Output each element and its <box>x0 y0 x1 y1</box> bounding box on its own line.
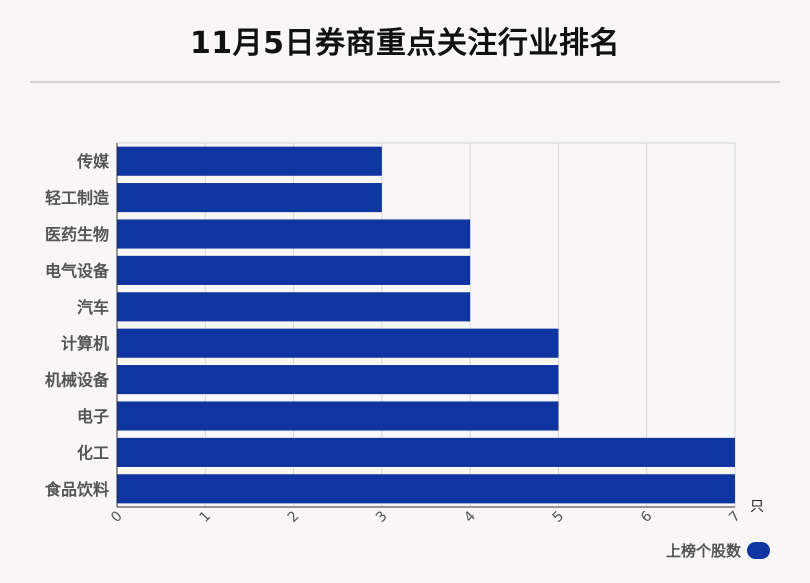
bar-7 <box>117 365 559 395</box>
y-category-label: 化工 <box>77 443 109 462</box>
y-category-label: 传媒 <box>76 152 110 171</box>
x-axis-unit: 只 <box>750 499 764 515</box>
y-category-label: 食品饮料 <box>44 480 109 499</box>
bar-8 <box>117 401 559 431</box>
y-category-label: 计算机 <box>61 334 109 353</box>
y-category-label: 电子 <box>77 407 109 426</box>
y-category-label: 轻工制造 <box>45 189 110 208</box>
y-category-label: 医药生物 <box>45 225 109 244</box>
bar-3 <box>117 219 471 249</box>
x-tick-label: 4 <box>461 508 479 526</box>
x-tick-label: 6 <box>638 508 656 526</box>
x-tick-label: 3 <box>373 508 391 526</box>
legend-label: 上榜个股数 <box>665 542 741 560</box>
bar-5 <box>117 292 471 322</box>
bar-10 <box>117 474 735 504</box>
x-tick-label: 7 <box>726 508 744 526</box>
chart-title: 11月5日券商重点关注行业排名 <box>189 26 621 61</box>
x-tick-label: 1 <box>196 508 214 526</box>
y-category-label: 汽车 <box>77 298 109 317</box>
x-tick-label: 5 <box>550 508 568 526</box>
legend-swatch <box>747 542 770 559</box>
bar-6 <box>117 328 559 358</box>
bar-4 <box>117 255 471 285</box>
x-tick-label: 2 <box>285 508 303 526</box>
bar-1 <box>117 146 382 176</box>
x-tick-label: 0 <box>108 508 126 526</box>
y-category-label: 电气设备 <box>45 261 110 280</box>
bar-9 <box>117 437 735 467</box>
title-divider <box>30 81 780 83</box>
y-category-label: 机械设备 <box>45 371 110 390</box>
legend[interactable]: 上榜个股数 <box>666 540 770 561</box>
bar-2 <box>117 183 382 213</box>
